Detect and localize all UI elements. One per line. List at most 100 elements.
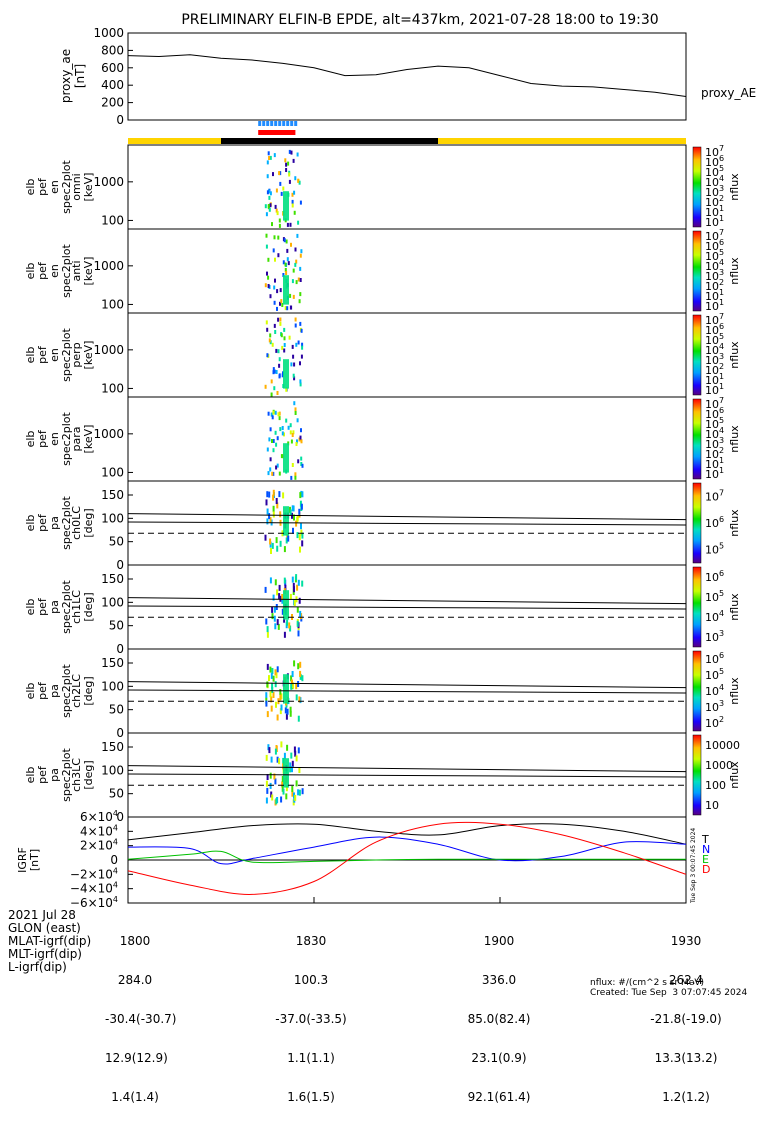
colorbar-exponent: 1: [719, 372, 724, 381]
f-1800-0: 1800: [105, 935, 165, 948]
heatmap-cell: [269, 338, 271, 342]
heatmap-cell: [299, 790, 301, 796]
heatmap-cell: [266, 518, 268, 524]
heatmap-cell: [266, 781, 268, 787]
y-tick-label: 150: [101, 740, 124, 754]
heatmap-cell: [288, 173, 290, 177]
y-tick-label: 1000: [93, 343, 124, 357]
colorbar-exponent: 2: [719, 362, 724, 371]
state-segment: [438, 138, 686, 144]
heatmap-cell: [279, 322, 281, 326]
y-tick-label: 150: [101, 488, 124, 502]
heatmap-cell: [271, 673, 273, 679]
heatmap-cell: [279, 416, 281, 420]
loss-cone-line: [128, 682, 686, 688]
heatmap-cell: [272, 343, 274, 347]
heatmap-cell: [292, 200, 294, 204]
heatmap-cell: [266, 499, 268, 505]
heatmap-cell: [299, 662, 301, 668]
heatmap-cell: [285, 263, 287, 267]
heatmap-cell: [298, 630, 300, 636]
heatmap-cell: [270, 691, 272, 697]
heatmap-cell: [293, 159, 295, 163]
heatmap-cell: [299, 299, 301, 303]
colorbar-exponent: 7: [719, 396, 724, 405]
y-tick-label: 100: [101, 679, 124, 693]
reference-line: [128, 522, 686, 525]
y-tick-label: 2×104: [80, 838, 118, 853]
colorbar-exponent: 4: [719, 258, 724, 267]
f-1800-2: -30.4(-30.7): [105, 1013, 165, 1026]
colorbar-label: nflux: [728, 341, 741, 369]
heatmap-cell: [297, 607, 299, 613]
heatmap-cell: [266, 272, 268, 276]
heatmap-cell: [274, 153, 276, 157]
heatmap-cell: [287, 223, 289, 227]
heatmap-cell: [286, 745, 288, 751]
colorbar-tick-label: 105: [705, 589, 724, 604]
heatmap-cell: [293, 506, 295, 512]
heatmap-cell: [279, 182, 281, 186]
heatmap-cell: [299, 322, 301, 326]
heatmap-cell: [266, 798, 268, 804]
heatmap-cell: [267, 632, 269, 638]
colorbar: [693, 735, 701, 815]
heatmap-cell: [284, 343, 286, 347]
y-tick-label: 6×104: [80, 809, 118, 824]
footer-col-1900: 1900 336.0 85.0(82.4) 23.1(0.9) 92.1(61.…: [454, 909, 544, 1130]
heatmap-cell: [274, 301, 276, 305]
heatmap-cell: [283, 789, 285, 795]
colorbar-exponent: 6: [719, 515, 724, 524]
heatmap-cell: [275, 749, 277, 755]
reference-line: [128, 606, 686, 609]
heatmap-cell: [283, 328, 285, 332]
heatmap-cell: [299, 267, 301, 271]
state-segment: [221, 138, 438, 144]
colorbar-exponent: 6: [719, 322, 724, 331]
heatmap-cell: [300, 428, 302, 432]
f-1900-0: 1900: [454, 935, 544, 948]
y-tick-label: 150: [101, 572, 124, 586]
heatmap-cell: [294, 476, 296, 480]
heatmap-cell: [279, 585, 281, 591]
heatmap-cell: [270, 457, 272, 461]
heatmap-cell: [275, 205, 277, 209]
y-tick-label: 1000: [93, 175, 124, 189]
heatmap-cell: [295, 343, 297, 347]
heatmap-cell: [270, 191, 272, 195]
heatmap-cell: [277, 318, 279, 322]
heatmap-cell: [276, 546, 278, 552]
colorbar-exponent: 6: [719, 238, 724, 247]
y-tick-label: 100: [101, 511, 124, 525]
heatmap-cell: [290, 430, 292, 434]
colorbar-exponent: 5: [719, 248, 724, 257]
colorbar-exponent: 3: [719, 699, 724, 708]
heatmap-cell: [288, 426, 290, 430]
f-1830-3: 1.1(1.1): [266, 1052, 356, 1065]
y-tick-label: 0: [116, 726, 124, 740]
heatmap-cell: [301, 346, 303, 350]
footer-label-glon: GLON (east): [8, 921, 81, 935]
footer-col-1800: 1800 284.0 -30.4(-30.7) 12.9(12.9) 1.4(1…: [105, 909, 165, 1130]
colorbar: [693, 483, 701, 563]
blue-marker: [266, 121, 269, 126]
f-1930-3: 13.3(13.2): [636, 1052, 736, 1065]
heatmap-cell: [295, 521, 297, 527]
footer-row-4: L-igrf(dip): [8, 961, 67, 974]
heatmap-cell: [267, 711, 269, 717]
heatmap-cell: [290, 753, 292, 759]
heatmap-cell: [283, 359, 289, 388]
y-tick-exponent: 4: [113, 881, 118, 890]
y-tick-label: 800: [101, 43, 124, 57]
heatmap-cell: [267, 448, 269, 452]
heatmap-cell: [273, 370, 275, 374]
heatmap-cell: [280, 541, 282, 547]
heatmap-cell: [291, 440, 293, 444]
heatmap-cell: [301, 329, 303, 333]
colorbar-exponent: 1: [719, 288, 724, 297]
blue-marker: [270, 121, 273, 126]
heatmap-cell: [283, 191, 289, 220]
heatmap-cell: [281, 333, 283, 337]
heatmap-cell: [280, 288, 282, 292]
